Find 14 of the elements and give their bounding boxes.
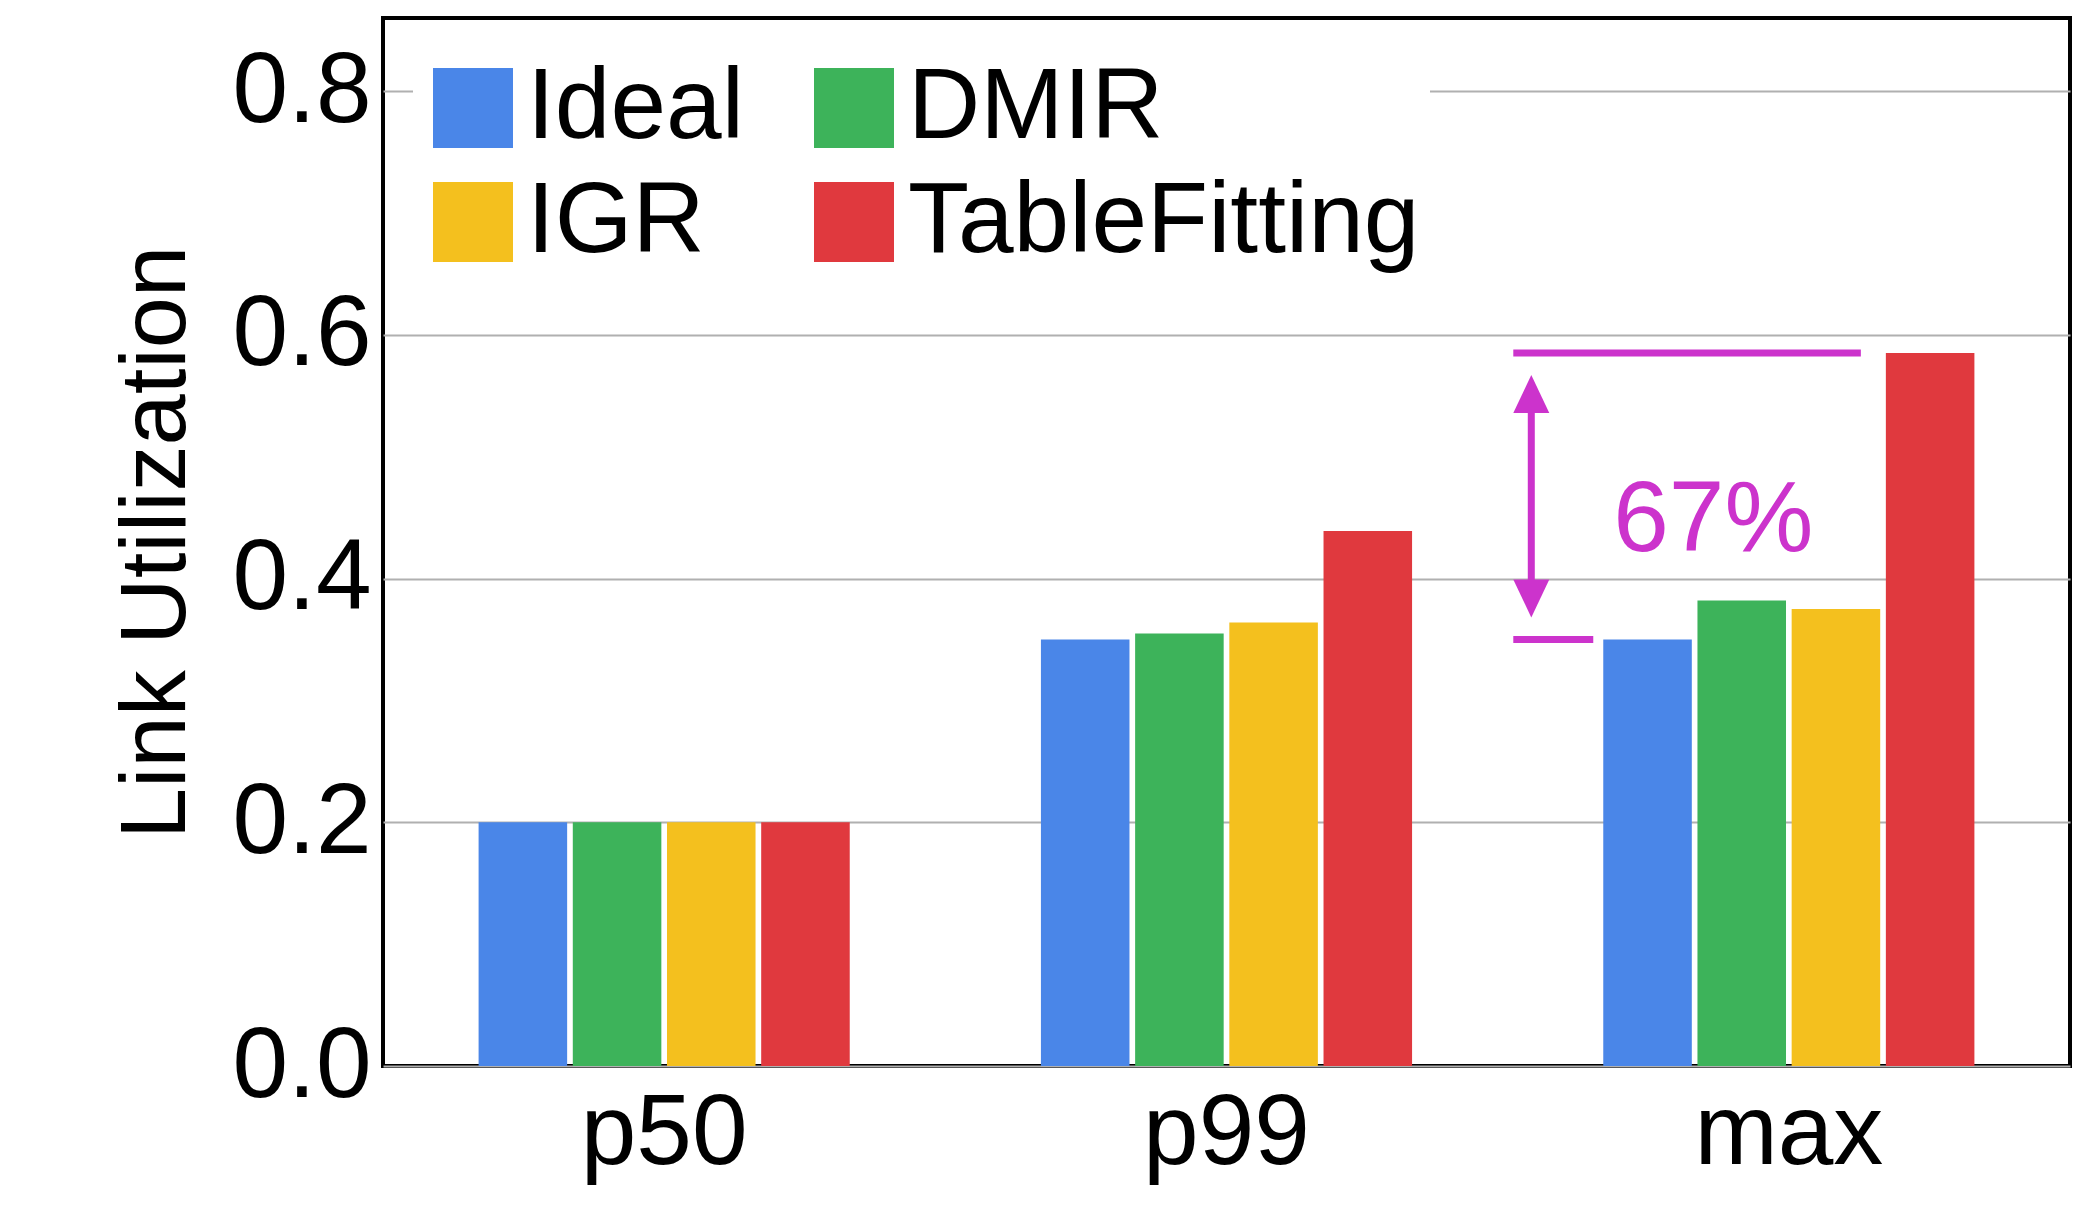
y-tick-label: 0.8 xyxy=(232,30,372,143)
y-axis-title: Link Utilization xyxy=(102,245,205,840)
annotation: 67% xyxy=(1613,460,1814,573)
legend-label: IGR xyxy=(527,161,705,273)
legend-label: DMIR xyxy=(908,47,1164,159)
y-tick-label: 0.0 xyxy=(232,1005,372,1118)
y-tick-label: 0.2 xyxy=(232,761,372,874)
x-tick-label: p99 xyxy=(1143,1072,1310,1185)
legend-label: TableFitting xyxy=(908,161,1420,273)
legend-label: Ideal xyxy=(527,47,744,159)
x-tick-label: max xyxy=(1694,1072,1884,1185)
y-tick-label: 0.6 xyxy=(232,274,372,387)
x-tick-label: p50 xyxy=(580,1072,748,1185)
y-tick-label: 0.4 xyxy=(232,518,372,631)
